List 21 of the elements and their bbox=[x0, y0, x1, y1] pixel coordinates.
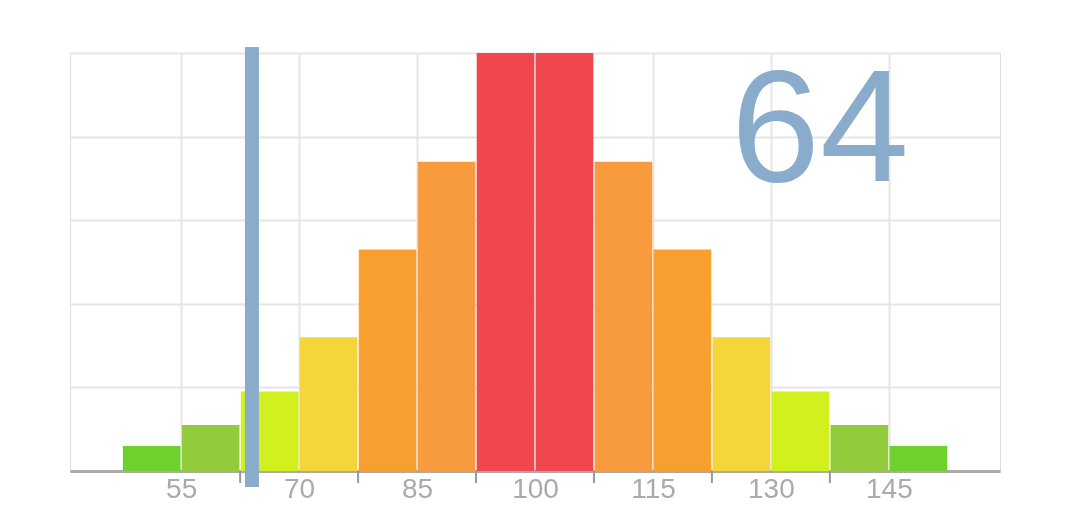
bar bbox=[476, 53, 535, 471]
x-tick-label: 130 bbox=[748, 472, 795, 504]
bar bbox=[417, 161, 476, 471]
bar bbox=[535, 53, 594, 471]
ref-line-label: 64 bbox=[731, 36, 909, 215]
bar bbox=[594, 161, 653, 471]
x-tick-label: 100 bbox=[512, 472, 559, 504]
bar bbox=[299, 337, 358, 471]
x-tick-label: 145 bbox=[865, 472, 913, 504]
x-tick-label: 70 bbox=[284, 472, 316, 504]
x-tick-label: 55 bbox=[166, 472, 198, 504]
x-tick-label: 115 bbox=[631, 472, 676, 504]
bar bbox=[830, 425, 889, 471]
bar bbox=[358, 249, 417, 471]
bar bbox=[889, 445, 948, 471]
bar bbox=[771, 391, 830, 471]
bar bbox=[122, 445, 181, 471]
x-tick-label: 85 bbox=[401, 472, 434, 504]
bar bbox=[712, 337, 771, 471]
bar bbox=[181, 425, 240, 471]
bar bbox=[653, 249, 712, 471]
